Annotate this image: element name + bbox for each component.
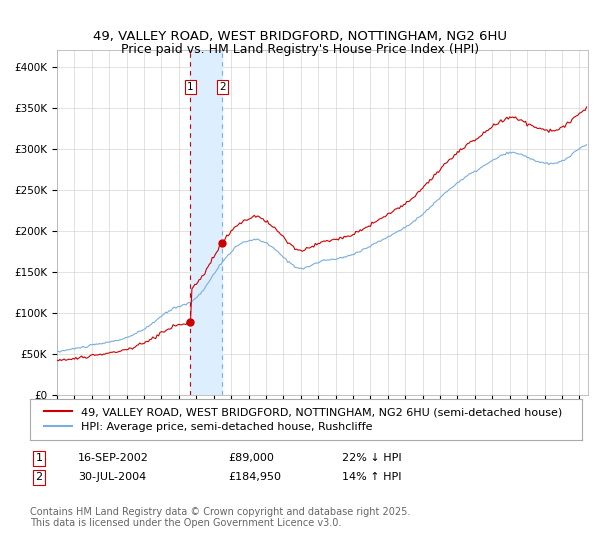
Text: 30-JUL-2004: 30-JUL-2004: [78, 472, 146, 482]
Text: 14% ↑ HPI: 14% ↑ HPI: [342, 472, 401, 482]
Text: 1: 1: [187, 82, 194, 92]
Text: Contains HM Land Registry data © Crown copyright and database right 2025.
This d: Contains HM Land Registry data © Crown c…: [30, 507, 410, 529]
Text: Price paid vs. HM Land Registry's House Price Index (HPI): Price paid vs. HM Land Registry's House …: [121, 43, 479, 56]
Bar: [190, 50, 223, 395]
Text: £184,950: £184,950: [228, 472, 281, 482]
Text: 2: 2: [219, 82, 226, 92]
Text: 1: 1: [35, 453, 43, 463]
Legend: 49, VALLEY ROAD, WEST BRIDGFORD, NOTTINGHAM, NG2 6HU (semi-detached house), HPI:: 49, VALLEY ROAD, WEST BRIDGFORD, NOTTING…: [41, 404, 566, 435]
Text: 16-SEP-2002: 16-SEP-2002: [78, 453, 149, 463]
Text: 49, VALLEY ROAD, WEST BRIDGFORD, NOTTINGHAM, NG2 6HU: 49, VALLEY ROAD, WEST BRIDGFORD, NOTTING…: [93, 30, 507, 43]
Text: 22% ↓ HPI: 22% ↓ HPI: [342, 453, 401, 463]
Text: £89,000: £89,000: [228, 453, 274, 463]
Text: 2: 2: [35, 472, 43, 482]
